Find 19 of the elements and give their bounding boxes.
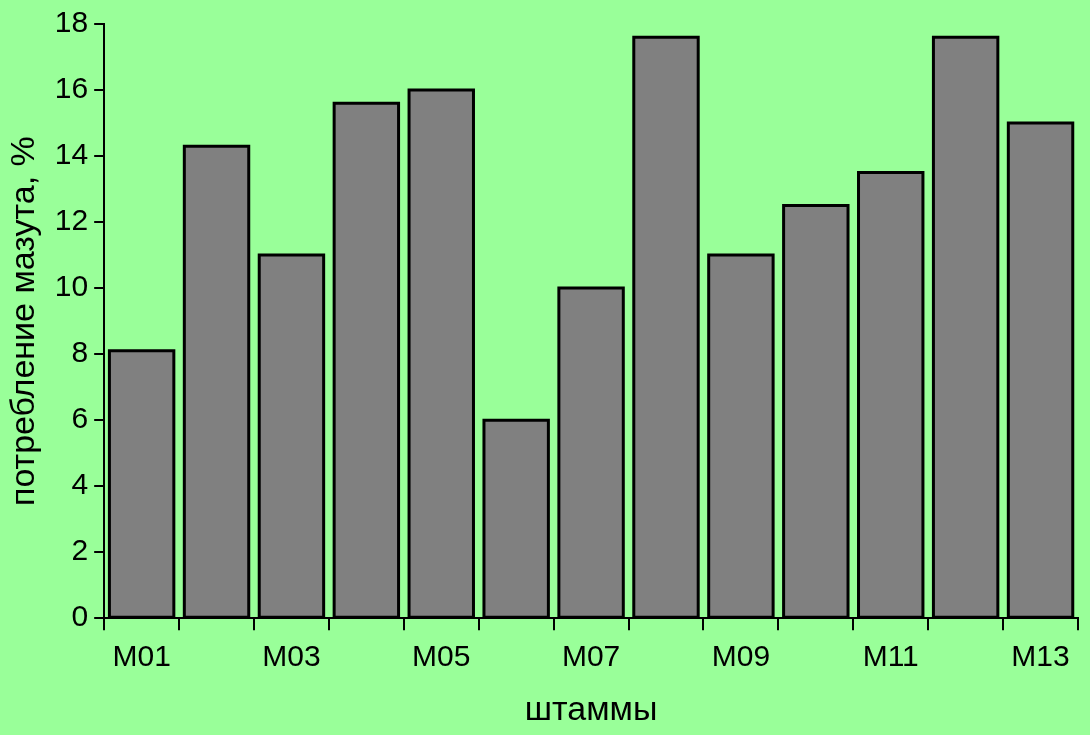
y-tick-label: 18 — [54, 5, 89, 39]
x-tick-label: M05 — [412, 639, 471, 673]
y-tick-label: 12 — [54, 203, 89, 237]
x-tick-label: M09 — [711, 639, 771, 673]
y-tick-label: 14 — [54, 137, 89, 171]
x-tick-label: M01 — [112, 639, 171, 673]
y-tick-label: 0 — [71, 599, 89, 633]
x-tick-label: M13 — [1011, 639, 1070, 673]
x-tick-label: M03 — [262, 639, 321, 673]
y-tick-label: 16 — [54, 71, 89, 105]
y-tick-label: 10 — [54, 269, 89, 303]
y-tick-label: 4 — [71, 467, 89, 501]
y-tick-label: 6 — [71, 401, 89, 435]
x-tick-label: M11 — [862, 639, 919, 673]
y-axis-title: потребление мазута, % — [2, 136, 41, 506]
y-tick-label: 2 — [71, 533, 89, 567]
y-tick-label: 8 — [71, 335, 89, 369]
x-axis-title: штаммы — [524, 688, 658, 727]
x-tick-label: M07 — [561, 639, 621, 673]
